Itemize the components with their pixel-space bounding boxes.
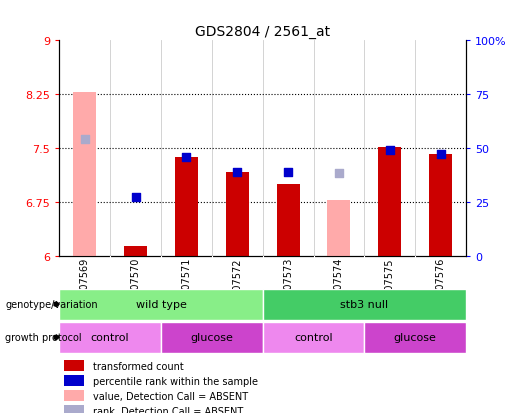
Bar [64, 390, 84, 401]
Bar [379, 147, 401, 256]
Bar [59, 289, 263, 320]
Bar [429, 154, 452, 256]
Text: value, Detection Call = ABSENT: value, Detection Call = ABSENT [93, 391, 248, 401]
Text: stb3 null: stb3 null [340, 299, 388, 310]
Point [233, 169, 242, 176]
Bar [263, 289, 466, 320]
Bar [226, 172, 249, 256]
Title: GDS2804 / 2561_at: GDS2804 / 2561_at [195, 25, 330, 39]
Text: wild type: wild type [135, 299, 186, 310]
Bar [277, 185, 300, 256]
Point [437, 151, 445, 158]
Bar [364, 322, 466, 353]
Text: genotype/variation: genotype/variation [5, 299, 98, 309]
Bar [59, 322, 161, 353]
Point [80, 137, 89, 143]
Bar [64, 406, 84, 413]
Text: percentile rank within the sample: percentile rank within the sample [93, 376, 258, 386]
Text: growth protocol: growth protocol [5, 332, 82, 342]
Bar [73, 93, 96, 256]
Point [182, 154, 191, 161]
Bar [124, 247, 147, 256]
Text: glucose: glucose [394, 332, 437, 343]
Text: transformed count: transformed count [93, 361, 184, 371]
Point [386, 147, 394, 154]
Text: glucose: glucose [191, 332, 233, 343]
Bar [263, 322, 364, 353]
Point [131, 194, 140, 201]
Bar [64, 375, 84, 386]
Point [284, 169, 292, 176]
Bar [328, 200, 350, 256]
Bar [175, 157, 198, 256]
Point [335, 171, 343, 177]
Text: rank, Detection Call = ABSENT: rank, Detection Call = ABSENT [93, 406, 244, 413]
Text: control: control [294, 332, 333, 343]
Text: control: control [91, 332, 129, 343]
Bar [161, 322, 263, 353]
Bar [64, 361, 84, 371]
